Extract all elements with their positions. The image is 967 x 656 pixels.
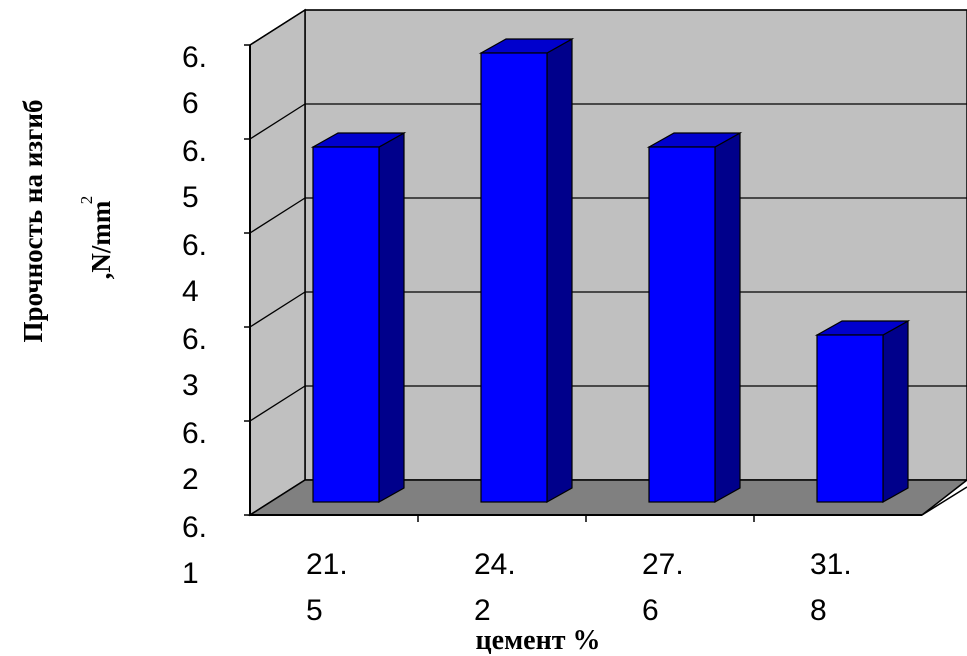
y-tick-label: 6.	[182, 229, 207, 262]
gridline-depth	[249, 103, 306, 140]
bar-front	[312, 146, 380, 503]
bar	[310, 131, 407, 504]
bars	[310, 37, 911, 504]
bar-front	[816, 334, 884, 503]
x-tick-label-cont: 6	[642, 594, 659, 627]
bar-front	[480, 52, 548, 503]
y-tick-label: 6.	[182, 417, 207, 450]
x-axis-title: цемент %	[476, 625, 601, 656]
y-axis-title-line1: Прочность на изгиб	[18, 100, 48, 343]
x-tick-label-cont: 5	[306, 594, 323, 627]
y-tick-label-cont: 3	[182, 369, 199, 402]
y-tick-label: 6.	[182, 135, 207, 168]
y-tick-labels: 6. 1 6. 2 6. 3 6. 4 6. 5 6. 6	[182, 41, 250, 590]
y-tick-label-cont: 4	[182, 275, 199, 308]
x-tick-label: 24.	[474, 548, 516, 581]
y-tick-label-cont: 2	[182, 463, 199, 496]
y-tick-label: 6.	[182, 41, 207, 74]
x-tick-label: 31.	[810, 548, 852, 581]
x-tick-labels: 21. 5 24. 2 27. 6 31. 8	[306, 515, 852, 627]
y-tick-label-cont: 5	[182, 181, 199, 214]
x-tick-label-cont: 8	[810, 594, 827, 627]
x-tick-label-cont: 2	[474, 594, 491, 627]
bar-side	[546, 37, 573, 504]
y-tick-label: 6.	[182, 511, 207, 544]
bar-side	[882, 319, 909, 504]
y-tick-label-cont: 6	[182, 87, 199, 120]
bar-front	[648, 146, 716, 503]
gridline-depth	[249, 9, 306, 46]
bar	[814, 319, 911, 504]
y-axis-title-superscript: 2	[77, 196, 96, 205]
y-tick-label-cont: 1	[182, 557, 199, 590]
gridlines	[249, 9, 967, 422]
x-tick-label: 27.	[642, 548, 684, 581]
x-tick-label: 21.	[306, 548, 348, 581]
y-tick-label: 6.	[182, 323, 207, 356]
y-axis-title-line2: ,N/mm	[86, 200, 116, 279]
bar-side	[714, 131, 741, 504]
gridline-depth	[249, 197, 306, 234]
y-axis-title: Прочность на изгиб ,N/mm 2	[18, 100, 116, 343]
side-wall	[249, 8, 306, 517]
x-axis-depth-line	[921, 486, 967, 516]
bar	[478, 37, 575, 504]
gridline-depth	[249, 291, 306, 328]
bar	[646, 131, 743, 504]
gridline-depth	[249, 385, 306, 422]
bar-side	[378, 131, 405, 504]
